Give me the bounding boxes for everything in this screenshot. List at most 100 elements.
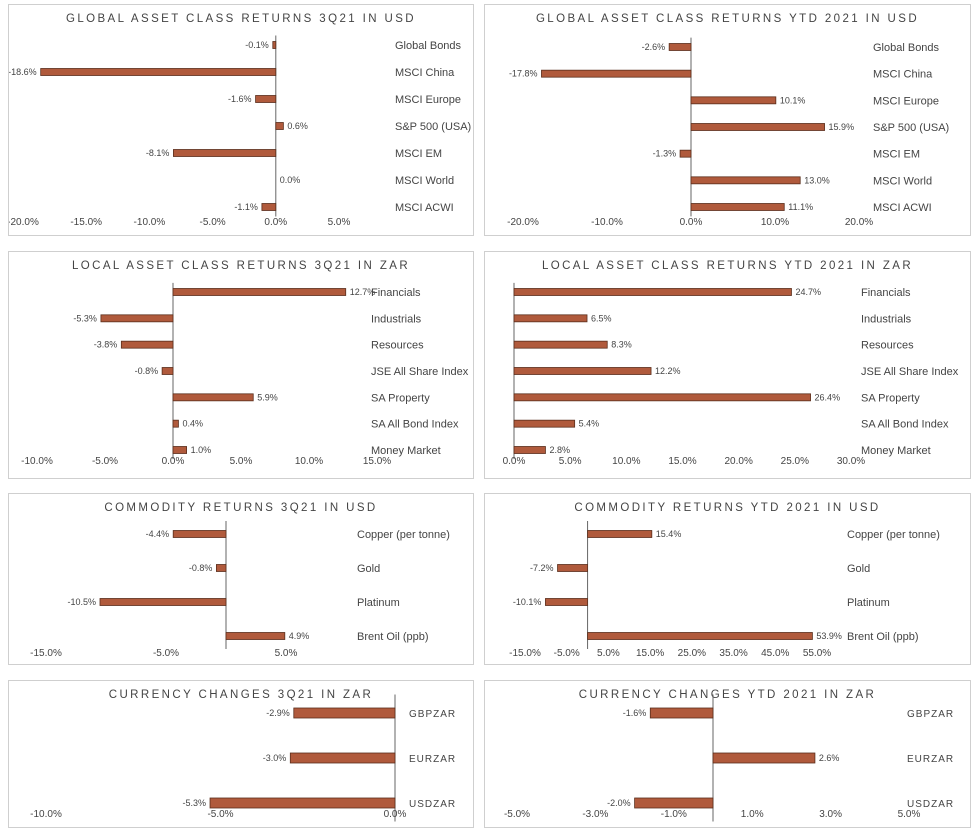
- bar: [173, 289, 346, 296]
- tick-label: -10.0%: [30, 809, 62, 820]
- bar: [290, 753, 395, 763]
- category-label: SA Property: [861, 392, 920, 404]
- bar-chart-svg: -2.9% GBPZAR -3.0% EURZAR -5.3% USDZAR -10.0% -…: [9, 681, 473, 827]
- category-label: SA All Bond Index: [861, 419, 949, 431]
- tick-label: -5.0%: [200, 217, 226, 228]
- bar: [41, 69, 276, 76]
- bar: [691, 97, 776, 104]
- tick-label: 3.0%: [819, 809, 842, 820]
- tick-label: 55.0%: [803, 648, 831, 659]
- chart-panel-global-ytd: GLOBAL ASSET CLASS RETURNS YTD 2021 IN U…: [484, 4, 971, 236]
- bar: [262, 204, 276, 211]
- category-label: Money Market: [861, 445, 931, 457]
- tick-label: -5.0%: [207, 809, 233, 820]
- category-label: MSCI Europe: [395, 94, 461, 106]
- bar: [588, 531, 652, 538]
- category-label: MSCI ACWI: [395, 202, 454, 214]
- category-label: SA Property: [371, 392, 430, 404]
- value-label: -1.1%: [234, 202, 258, 212]
- tick-label: -15.0%: [30, 648, 62, 659]
- category-label: Gold: [357, 563, 380, 575]
- category-label: JSE All Share Index: [371, 366, 469, 378]
- category-label: Platinum: [357, 597, 400, 609]
- value-label: -3.8%: [94, 340, 118, 350]
- value-label: -10.5%: [67, 597, 96, 607]
- value-label: 10.1%: [780, 95, 806, 105]
- tick-label: -1.0%: [661, 809, 687, 820]
- tick-label: 5.0%: [328, 217, 351, 228]
- bar: [514, 289, 791, 296]
- value-label: -7.2%: [530, 563, 554, 573]
- value-label: 1.0%: [191, 445, 212, 455]
- tick-label: 0.0%: [384, 809, 407, 820]
- tick-label: 0.0%: [162, 456, 185, 467]
- bar: [100, 599, 226, 606]
- value-label: -0.8%: [189, 563, 213, 573]
- bar: [173, 394, 253, 401]
- category-label: Global Bonds: [873, 42, 940, 54]
- value-label: -1.6%: [623, 708, 647, 718]
- bar: [210, 798, 395, 808]
- tick-label: 30.0%: [837, 456, 865, 467]
- bar: [173, 420, 178, 427]
- tick-label: -3.0%: [582, 809, 608, 820]
- bar: [635, 798, 713, 808]
- value-label: 8.3%: [611, 340, 632, 350]
- tick-label: -5.0%: [92, 456, 118, 467]
- tick-label: -10.0%: [21, 456, 53, 467]
- bar: [541, 70, 691, 77]
- bar: [691, 204, 784, 211]
- value-label: -2.0%: [607, 798, 631, 808]
- category-label: S&P 500 (USA): [873, 122, 949, 134]
- bar-chart-svg: -4.4% Copper (per tonne) -0.8% Gold -10.5% Pl…: [9, 494, 473, 664]
- category-label: GBPZAR: [907, 709, 954, 720]
- tick-label: -10.0%: [591, 217, 623, 228]
- tick-label: 5.0%: [230, 456, 253, 467]
- bar: [294, 708, 395, 718]
- tick-label: 35.0%: [719, 648, 747, 659]
- bar: [669, 44, 691, 51]
- bar: [514, 341, 607, 348]
- tick-label: -20.0%: [507, 217, 539, 228]
- tick-label: -5.0%: [153, 648, 179, 659]
- tick-label: 10.0%: [761, 217, 789, 228]
- bar: [173, 531, 226, 538]
- category-label: MSCI China: [873, 69, 933, 81]
- value-label: 4.9%: [289, 631, 310, 641]
- tick-label: 10.0%: [295, 456, 323, 467]
- category-label: SA All Bond Index: [371, 419, 459, 431]
- tick-label: 15.0%: [636, 648, 664, 659]
- value-label: -4.4%: [146, 529, 170, 539]
- bar: [680, 150, 691, 157]
- bar: [514, 420, 575, 427]
- tick-label: 20.0%: [845, 217, 873, 228]
- value-label: 26.4%: [815, 392, 841, 402]
- bar: [713, 753, 815, 763]
- tick-label: -15.0%: [509, 648, 541, 659]
- category-label: JSE All Share Index: [861, 366, 959, 378]
- category-label: MSCI ACWI: [873, 202, 932, 214]
- category-label: Financials: [861, 287, 911, 299]
- bar: [162, 368, 173, 375]
- bar: [558, 565, 588, 572]
- value-label: 5.4%: [579, 419, 600, 429]
- value-label: 0.0%: [280, 175, 301, 185]
- value-label: -8.1%: [146, 148, 170, 158]
- category-label: Platinum: [847, 597, 890, 609]
- tick-label: 15.0%: [668, 456, 696, 467]
- bar-chart-svg: 24.7% Financials6.5% Industrials8.3% Resour…: [485, 252, 970, 478]
- chart-panel-commodity-3q21: COMMODITY RETURNS 3Q21 IN USD -4.4% Coppe…: [8, 493, 474, 665]
- category-label: MSCI EM: [395, 148, 442, 160]
- bar-chart-svg: -2.6% Global Bonds -17.8% MSCI China 10.1% MS…: [485, 5, 970, 235]
- chart-panel-currency-ytd: CURRENCY CHANGES YTD 2021 IN ZAR -1.6% GB…: [484, 680, 971, 828]
- category-label: Resources: [371, 340, 424, 352]
- tick-label: 5.0%: [898, 809, 921, 820]
- tick-label: -15.0%: [70, 217, 102, 228]
- value-label: -2.6%: [642, 42, 666, 52]
- value-label: 53.9%: [816, 631, 842, 641]
- value-label: 11.1%: [788, 202, 813, 212]
- chart-panel-commodity-ytd: COMMODITY RETURNS YTD 2021 IN USD 15.4% C…: [484, 493, 971, 665]
- bar: [514, 315, 587, 322]
- bar: [514, 368, 651, 375]
- tick-label: 10.0%: [612, 456, 640, 467]
